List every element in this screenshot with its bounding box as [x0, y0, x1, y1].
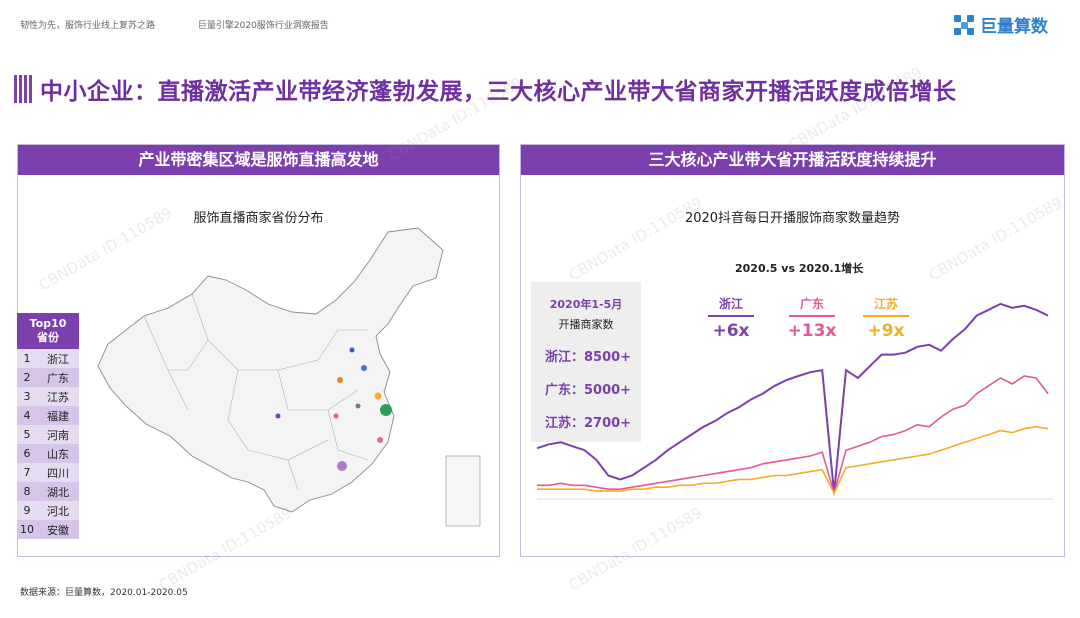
- trend-chart: [536, 302, 1053, 500]
- title-bars-icon: [14, 75, 32, 103]
- top10-province: 江苏: [37, 387, 79, 406]
- growth-jiangsu: 江苏 +9x: [851, 295, 921, 341]
- map-subtitle: 服饰直播商家省份分布: [193, 211, 324, 226]
- top10-rank: 1: [17, 349, 37, 368]
- south-sea-inset: [445, 455, 481, 527]
- top10-rank: 5: [17, 425, 37, 444]
- top10-province: 湖北: [37, 482, 79, 501]
- top10-province: 山东: [37, 444, 79, 463]
- top10-header: Top10 省份: [17, 313, 79, 349]
- top10-rank: 4: [17, 406, 37, 425]
- map-marker-jiangsu: [374, 392, 382, 400]
- brand-logo: 巨量算数: [954, 12, 1048, 37]
- growth-zhejiang: 浙江 +6x: [696, 295, 766, 341]
- top10-rank: 2: [17, 368, 37, 387]
- top10-province: 四川: [37, 463, 79, 482]
- top-bar: 韧性为先，服饰行业线上复苏之路 巨量引擎2020服饰行业洞察报告: [20, 18, 369, 31]
- map-marker-hubei: [333, 413, 339, 419]
- series-line-浙江: [536, 302, 1049, 494]
- province-borders: [143, 293, 369, 491]
- top10-row: 3 江苏: [17, 387, 79, 406]
- series-line-江苏: [537, 425, 1049, 495]
- top10-row: 7 四川: [17, 463, 79, 482]
- map-marker-anhui: [355, 403, 361, 409]
- map-marker-henan: [337, 377, 343, 383]
- top10-row: 9 河北: [17, 501, 79, 520]
- growth-guangdong-value: +13x: [787, 321, 837, 341]
- top10-province: 福建: [37, 406, 79, 425]
- top10-province: 河北: [37, 501, 79, 520]
- map-marker-zhejiang: [380, 404, 392, 416]
- top10-rank: 6: [17, 444, 37, 463]
- growth-jiangsu-name: 江苏: [873, 297, 898, 311]
- top10-row: 8 湖北: [17, 482, 79, 501]
- top10-rank: 10: [17, 520, 37, 539]
- growth-zhejiang-name: 浙江: [718, 297, 743, 311]
- top10-row: 6 山东: [17, 444, 79, 463]
- map-panel: 产业带密集区域是服饰直播高发地 服饰直播商家省份分布 Top10: [17, 144, 500, 557]
- top10-row: 4 福建: [17, 406, 79, 425]
- map-marker-shandong: [361, 365, 367, 371]
- top10-rank: 8: [17, 482, 37, 501]
- brand-mark-icon: [954, 14, 974, 35]
- top10-row: 10 安徽: [17, 520, 79, 539]
- info-box: 2020年1-5月 开播商家数 浙江：8500+ 广东：5000+ 江苏：270…: [531, 282, 641, 442]
- info-row-zhejiang: 浙江：8500+: [545, 350, 632, 365]
- top10-row: 5 河南: [17, 425, 79, 444]
- top10-rank: 9: [17, 501, 37, 520]
- data-source: 数据来源：巨量算数，2020.01-2020.05: [20, 588, 188, 598]
- info-row-jiangsu: 江苏：2700+: [545, 416, 632, 431]
- top10-header-line1: Top10: [29, 317, 67, 330]
- china-map: [97, 227, 481, 527]
- trend-subtitle: 2020抖音每日开播服饰商家数量趋势: [684, 211, 901, 226]
- top10-rank: 3: [17, 387, 37, 406]
- page-title: 中小企业：直播激活产业带经济蓬勃发展，三大核心产业带大省商家开播活跃度成倍增长: [40, 79, 957, 105]
- brand-name: 巨量算数: [980, 17, 1048, 37]
- growth-zhejiang-value: +6x: [712, 321, 750, 341]
- top10-row: 2 广东: [17, 368, 79, 387]
- info-line2: 开播商家数: [558, 318, 614, 331]
- top10-row: 1 浙江: [17, 349, 79, 368]
- map-panel-header: 产业带密集区域是服饰直播高发地: [18, 145, 499, 175]
- trend-panel-header: 三大核心产业带大省开播活跃度持续提升: [521, 145, 1064, 175]
- series-line-广东: [537, 375, 1049, 497]
- title-block: 中小企业：直播激活产业带经济蓬勃发展，三大核心产业带大省商家开播活跃度成倍增长: [14, 72, 957, 106]
- map-marker-fujian: [377, 437, 383, 443]
- map-marker-guangdong: [337, 461, 347, 471]
- trend-panel: 三大核心产业带大省开播活跃度持续提升 2020抖音每日开播服饰商家数量趋势 20…: [520, 144, 1065, 557]
- top10-province: 河南: [37, 425, 79, 444]
- info-line1: 2020年1-5月: [549, 298, 623, 311]
- growth-guangdong: 广东 +13x: [777, 295, 847, 341]
- map-marker-sichuan: [275, 413, 281, 419]
- top-text-2: 巨量引擎2020服饰行业洞察报告: [197, 21, 329, 31]
- top10-province: 广东: [37, 368, 79, 387]
- top10-header-line2: 省份: [37, 331, 59, 344]
- top10-table: Top10 省份 1 浙江 2 广东 3 江苏 4 福建 5 河南 6 山东 7 四川 8 湖北 9 河北 10 安徽: [17, 313, 79, 539]
- top10-province: 浙江: [37, 349, 79, 368]
- growth-title: 2020.5 vs 2020.1增长: [735, 262, 864, 275]
- map-marker-hebei: [349, 347, 355, 353]
- top-text-1: 韧性为先，服饰行业线上复苏之路: [20, 21, 156, 31]
- growth-guangdong-name: 广东: [799, 297, 824, 311]
- top10-province: 安徽: [37, 520, 79, 539]
- info-row-guangdong: 广东：5000+: [545, 383, 632, 398]
- top10-rank: 7: [17, 463, 37, 482]
- growth-jiangsu-value: +9x: [867, 321, 905, 341]
